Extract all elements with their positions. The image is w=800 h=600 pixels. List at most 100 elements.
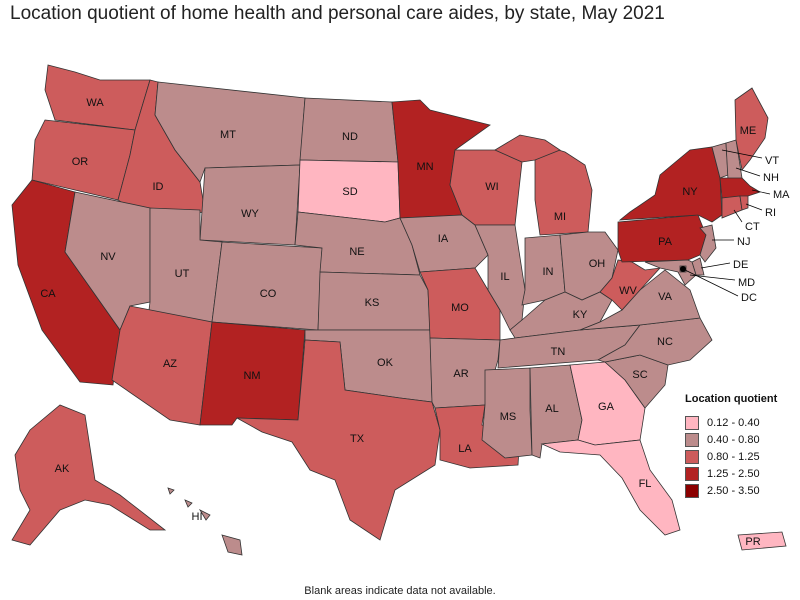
- state-label-SD: SD: [342, 186, 357, 198]
- legend-label: 0.12 - 0.40: [707, 416, 760, 429]
- legend-item: 1.25 - 2.50: [685, 465, 795, 482]
- legend-item: 0.80 - 1.25: [685, 448, 795, 465]
- state-MA[interactable]: [719, 177, 761, 199]
- state-label-ID: ID: [153, 181, 164, 193]
- state-HI[interactable]: [167, 487, 243, 556]
- state-label-KY: KY: [573, 309, 588, 321]
- legend-swatch: [685, 415, 699, 430]
- state-label-OK: OK: [377, 357, 394, 369]
- state-label-PR: PR: [745, 536, 760, 548]
- legend-label: 2.50 - 3.50: [707, 484, 760, 497]
- state-CT[interactable]: [721, 195, 743, 219]
- state-label-SC: SC: [632, 369, 647, 381]
- state-label-NV: NV: [100, 251, 116, 263]
- state-RI[interactable]: [739, 195, 749, 211]
- dc-marker: [680, 266, 686, 272]
- state-label-MS: MS: [500, 411, 517, 423]
- state-WV[interactable]: [599, 259, 662, 311]
- state-label-ME: ME: [740, 125, 757, 137]
- state-ME[interactable]: [734, 87, 769, 171]
- state-label-FL: FL: [639, 478, 652, 490]
- state-label-PA: PA: [658, 236, 673, 248]
- leader-CT: [733, 209, 743, 223]
- state-label-AK: AK: [55, 463, 70, 475]
- state-FL[interactable]: [540, 439, 681, 536]
- state-NC[interactable]: [596, 317, 713, 366]
- state-label-OH: OH: [589, 258, 606, 270]
- state-WY[interactable]: [199, 164, 301, 246]
- legend: Location quotient 0.12 - 0.40 0.40 - 0.8…: [685, 393, 795, 499]
- legend-item: 2.50 - 3.50: [685, 482, 795, 499]
- legend-swatch: [685, 466, 699, 481]
- state-label-DE: DE: [733, 259, 748, 271]
- state-label-NC: NC: [657, 336, 673, 348]
- state-label-AR: AR: [453, 368, 468, 380]
- state-label-NH: NH: [763, 172, 779, 184]
- state-label-ND: ND: [342, 131, 358, 143]
- state-NJ[interactable]: [699, 224, 717, 263]
- state-label-MO: MO: [451, 302, 469, 314]
- state-label-WV: WV: [619, 285, 637, 297]
- state-label-VA: VA: [658, 291, 673, 303]
- state-label-AL: AL: [545, 403, 558, 415]
- legend-swatch: [685, 483, 699, 498]
- state-label-NY: NY: [682, 186, 698, 198]
- state-label-IA: IA: [438, 233, 449, 245]
- state-label-MT: MT: [220, 129, 236, 141]
- leader-VT: [721, 149, 763, 159]
- map-title: Location quotient of home health and per…: [10, 3, 665, 24]
- state-label-IL: IL: [500, 271, 509, 283]
- legend-label: 1.25 - 2.50: [707, 467, 760, 480]
- leader-RI: [745, 203, 763, 211]
- state-label-RI: RI: [765, 207, 776, 219]
- state-label-UT: UT: [175, 268, 190, 280]
- state-NY[interactable]: [618, 146, 723, 223]
- state-label-KS: KS: [365, 297, 380, 309]
- footnote: Blank areas indicate data not available.: [304, 585, 496, 597]
- leader-MA: [751, 189, 771, 195]
- state-label-MD: MD: [738, 277, 755, 289]
- state-label-LA: LA: [458, 443, 472, 455]
- state-label-IN: IN: [543, 266, 554, 278]
- state-label-CO: CO: [260, 288, 277, 300]
- legend-label: 0.80 - 1.25: [707, 450, 760, 463]
- state-ND[interactable]: [299, 97, 399, 163]
- state-label-WA: WA: [86, 97, 104, 109]
- legend-swatch: [685, 432, 699, 447]
- state-label-DC: DC: [741, 292, 757, 304]
- state-label-NJ: NJ: [737, 236, 750, 248]
- state-label-NM: NM: [243, 370, 260, 382]
- legend-swatch: [685, 449, 699, 464]
- state-label-MA: MA: [773, 189, 790, 201]
- state-label-HI: HI: [192, 511, 203, 523]
- state-label-GA: GA: [598, 401, 615, 413]
- state-label-WY: WY: [241, 208, 259, 220]
- state-label-TN: TN: [551, 346, 566, 358]
- leader-DE: [700, 262, 731, 269]
- state-label-MN: MN: [416, 161, 433, 173]
- state-MI-upper[interactable]: [494, 134, 561, 163]
- state-VA[interactable]: [579, 269, 701, 331]
- legend-title: Location quotient: [685, 393, 778, 405]
- state-label-VT: VT: [765, 155, 779, 167]
- state-PA[interactable]: [617, 214, 707, 263]
- legend-label: 0.40 - 0.80: [707, 433, 760, 446]
- state-AK[interactable]: [11, 404, 167, 546]
- state-label-MI: MI: [554, 211, 566, 223]
- state-label-NE: NE: [349, 246, 364, 258]
- state-label-CA: CA: [40, 288, 56, 300]
- state-label-OR: OR: [72, 156, 89, 168]
- state-MO[interactable]: [419, 267, 501, 341]
- state-label-TX: TX: [350, 433, 365, 445]
- state-CO[interactable]: [211, 241, 323, 331]
- legend-item: 0.40 - 0.80: [685, 431, 795, 448]
- leader-DC: [682, 268, 739, 297]
- legend-item: 0.12 - 0.40: [685, 414, 795, 431]
- state-label-WI: WI: [485, 181, 498, 193]
- state-label-CT: CT: [745, 221, 760, 233]
- leader-NH: [735, 167, 761, 177]
- state-label-AZ: AZ: [163, 358, 177, 370]
- state-PR[interactable]: [737, 531, 787, 551]
- state-TX[interactable]: [236, 339, 441, 541]
